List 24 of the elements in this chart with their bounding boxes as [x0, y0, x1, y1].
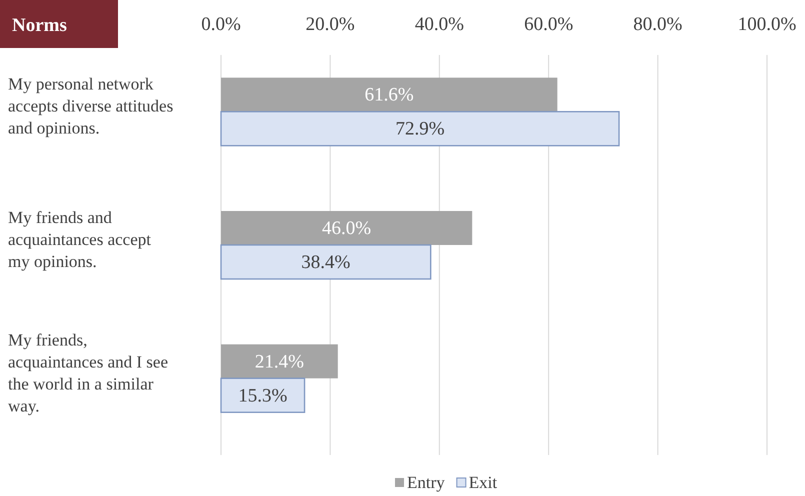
- bar: [220, 111, 620, 146]
- y-tick-label: My friends and acquaintances accept my opinions.: [8, 208, 152, 271]
- data-label: 72.9%: [395, 118, 445, 140]
- legend-label: Exit: [468, 473, 498, 492]
- text: Norms: [12, 15, 67, 36]
- y-tick-label: My friends, acquaintances and I see the world in a similar way.: [8, 330, 168, 416]
- data-label: 38.4%: [301, 252, 351, 273]
- x-tick-label: 0.0%: [201, 14, 241, 35]
- x-tick-label: 80.0%: [633, 14, 683, 35]
- data-label: 21.4%: [254, 351, 304, 372]
- bar: [221, 78, 558, 112]
- x-tick-label: 100.0%: [738, 14, 796, 35]
- bar: [220, 244, 432, 280]
- legend-label: Entry: [407, 473, 446, 492]
- x-tick-label: 60.0%: [524, 14, 574, 35]
- data-label: 61.6%: [364, 84, 414, 106]
- x-tick-label: 40.0%: [414, 14, 464, 35]
- x-tick-label: 20.0%: [306, 14, 355, 35]
- bar: [220, 378, 306, 413]
- y-tick-label: My personal network accepts diverse attitudes and opinions.: [8, 74, 174, 138]
- bar: [221, 344, 338, 378]
- bar: [221, 211, 472, 245]
- data-label: 46.0%: [322, 218, 372, 239]
- data-label: 15.3%: [238, 385, 288, 406]
